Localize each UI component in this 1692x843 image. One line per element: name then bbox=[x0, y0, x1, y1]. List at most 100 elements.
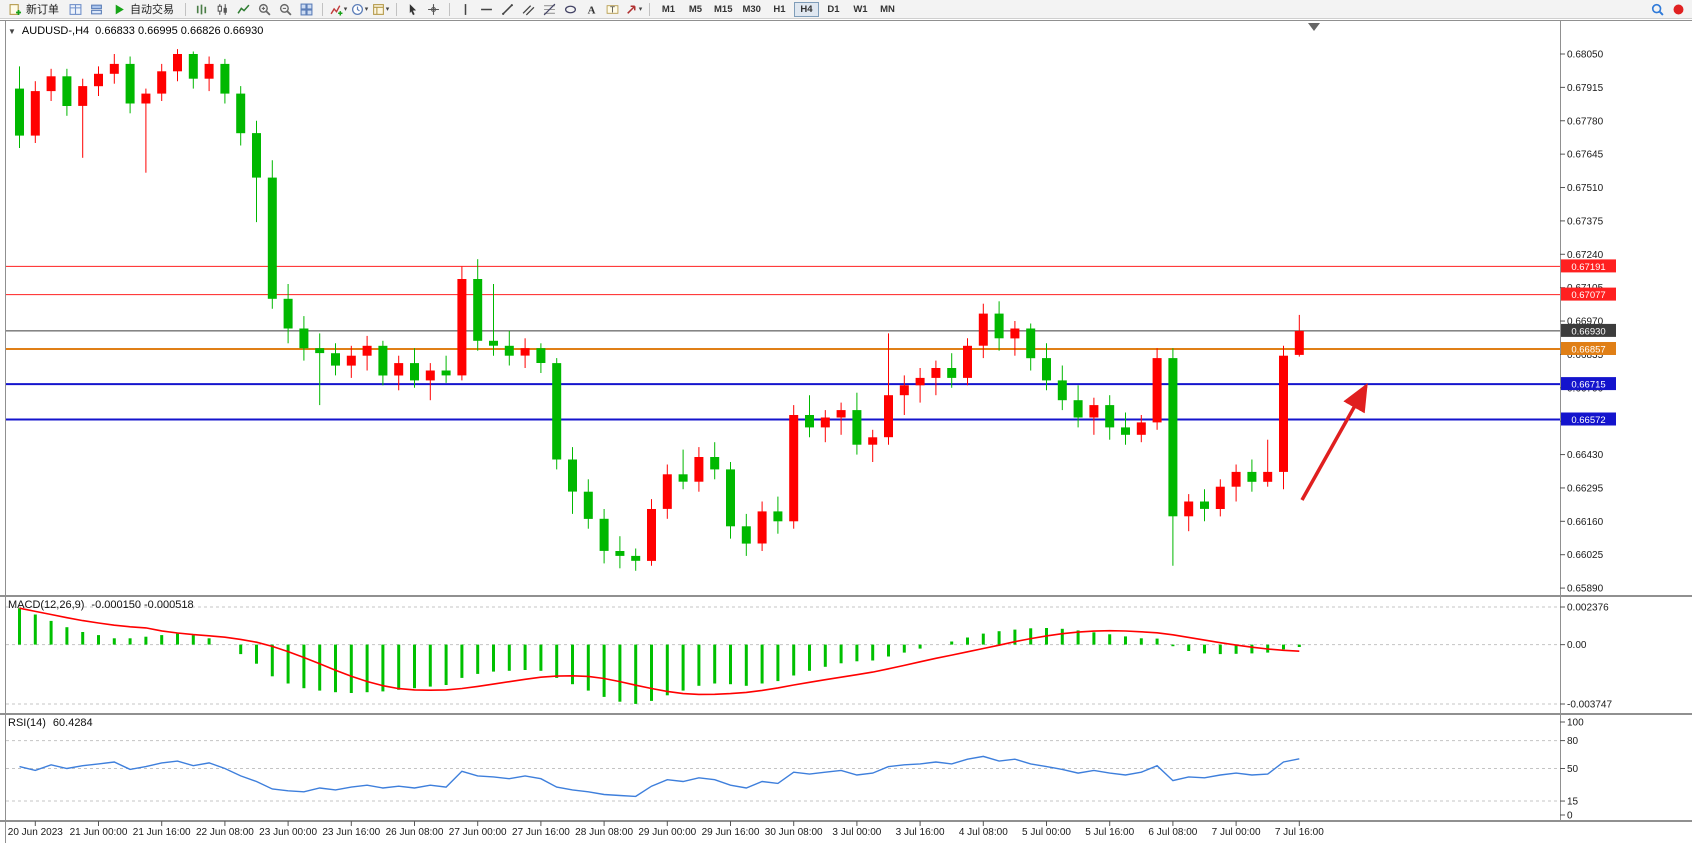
zoom-in-icon[interactable] bbox=[255, 1, 274, 17]
text-label-icon[interactable]: T bbox=[603, 1, 622, 17]
price-badge-0.67077 bbox=[1561, 287, 1616, 301]
candle-body bbox=[425, 370, 435, 381]
time-tick-label: 4 Jul 08:00 bbox=[959, 827, 1008, 838]
timeframe-h4[interactable]: H4 bbox=[793, 1, 819, 17]
tiles-glyph bbox=[300, 3, 313, 16]
cursor-glyph bbox=[406, 3, 419, 16]
candle-body bbox=[678, 474, 688, 482]
rsi-tick-label: 15 bbox=[1567, 797, 1579, 808]
price-badge-label: 0.66715 bbox=[1571, 380, 1605, 391]
timeframe-h1[interactable]: H1 bbox=[773, 3, 786, 15]
indicators-icon[interactable]: ▾ bbox=[329, 1, 348, 17]
autotrading-button[interactable]: 自动交易 bbox=[108, 0, 179, 18]
new-order-button[interactable]: 新订单 bbox=[4, 0, 64, 18]
clock-glyph bbox=[351, 3, 364, 16]
timeframe-m1[interactable]: M1 bbox=[661, 3, 676, 15]
tile-windows-icon[interactable] bbox=[297, 1, 316, 17]
chart-window-icon[interactable] bbox=[66, 1, 85, 17]
timeframe-m5[interactable]: M5 bbox=[688, 3, 703, 15]
trend-arrow-object[interactable] bbox=[1300, 382, 1368, 501]
templates-icon[interactable]: ▾ bbox=[371, 1, 390, 17]
candle-body bbox=[78, 86, 88, 106]
trendline-icon[interactable] bbox=[498, 1, 517, 17]
ohlc-values-label: 0.66833 0.66995 0.66826 0.66930 bbox=[95, 25, 264, 37]
time-tick-label: 29 Jun 00:00 bbox=[638, 827, 696, 838]
candle-body bbox=[141, 93, 151, 104]
text-icon[interactable]: A bbox=[582, 1, 601, 17]
search-icon[interactable] bbox=[1648, 1, 1667, 17]
cursor-icon[interactable] bbox=[403, 1, 422, 17]
price-axis: 0.68050 0.67915 0.67780 0.67645 0.67510 0.673… bbox=[1560, 50, 1612, 822]
time-tick-label: 29 Jun 16:00 bbox=[702, 827, 760, 838]
timeframe-mn[interactable]: MN bbox=[880, 3, 895, 15]
price-tick-label: 0.67780 bbox=[1567, 116, 1604, 127]
candle-body bbox=[1247, 471, 1257, 482]
candle-body bbox=[789, 415, 799, 522]
timeframe-d1[interactable]: D1 bbox=[827, 3, 840, 15]
candle-body bbox=[157, 71, 167, 94]
candle-body bbox=[299, 328, 309, 349]
shapes-icon[interactable] bbox=[561, 1, 580, 17]
price-badge-label: 0.66572 bbox=[1571, 415, 1605, 426]
indicator-level-lines bbox=[6, 606, 1560, 802]
fibonacci-icon[interactable] bbox=[540, 1, 559, 17]
zoom-out-icon[interactable] bbox=[276, 1, 295, 17]
collapse-objects-icon[interactable]: ▼ bbox=[8, 26, 16, 36]
vertical-line-icon[interactable] bbox=[456, 1, 475, 17]
candle-body bbox=[915, 377, 925, 386]
candle-body bbox=[331, 353, 340, 366]
horizontal-line-icon[interactable] bbox=[477, 1, 496, 17]
candle-body bbox=[1200, 501, 1209, 509]
svg-text:A: A bbox=[588, 4, 596, 16]
time-tick-label: 22 Jun 08:00 bbox=[196, 827, 254, 838]
candle-body bbox=[204, 63, 214, 79]
rsi-tick-label: 50 bbox=[1567, 764, 1579, 775]
toolbar: 新订单 自动交易 ▾ ▾ ▾ A T ▾ M1 M5 M15 M30 H1 H4 D1 W1 MN bbox=[0, 0, 1692, 19]
candle-body bbox=[62, 76, 72, 106]
candle-body bbox=[94, 73, 103, 87]
pane-divider-rsi-timeaxis[interactable] bbox=[0, 820, 1692, 822]
bar-chart-icon[interactable] bbox=[192, 1, 211, 17]
candle-body bbox=[1152, 358, 1162, 423]
price-tick-label: 0.66835 bbox=[1567, 350, 1604, 361]
timeframe-m15[interactable]: M15 bbox=[714, 3, 733, 15]
rsi-tick-label: 0 bbox=[1567, 811, 1573, 822]
chart-top-border bbox=[0, 20, 1692, 21]
price-badge-label: 0.66930 bbox=[1571, 326, 1605, 337]
price-lines-layer bbox=[6, 265, 1560, 421]
time-tick-label: 21 Jun 16:00 bbox=[133, 827, 191, 838]
candle-body bbox=[489, 340, 498, 346]
candlestick-chart-icon[interactable] bbox=[213, 1, 232, 17]
pane-divider-main-macd[interactable] bbox=[0, 595, 1692, 597]
price-tick-label: 0.66025 bbox=[1567, 550, 1604, 561]
crosshair-icon[interactable] bbox=[424, 1, 443, 17]
candle-body bbox=[963, 345, 972, 378]
toolbar-separator bbox=[185, 2, 186, 16]
symbol-period-label: AUDUSD-,H4 bbox=[21, 25, 90, 37]
price-badge-0.66715 bbox=[1561, 377, 1616, 391]
rsi-tick-label: 80 bbox=[1567, 736, 1579, 747]
arrows-icon[interactable]: ▾ bbox=[624, 1, 643, 17]
macd-histogram-layer bbox=[18, 608, 1301, 704]
new-order-button-label: 新订单 bbox=[26, 4, 59, 16]
timeframe-w1[interactable]: W1 bbox=[853, 3, 868, 15]
time-tick-label: 26 Jun 08:00 bbox=[386, 827, 444, 838]
candle-body bbox=[109, 63, 119, 74]
time-tick-label: 23 Jun 00:00 bbox=[259, 827, 317, 838]
equidistant-channel-icon[interactable] bbox=[519, 1, 538, 17]
play-icon bbox=[113, 3, 126, 16]
candle-body bbox=[252, 133, 261, 178]
pane-divider-macd-rsi[interactable] bbox=[0, 713, 1692, 715]
candle-body bbox=[457, 279, 467, 376]
indicator-glyph bbox=[330, 3, 343, 16]
candle-body bbox=[931, 368, 941, 378]
periods-icon[interactable]: ▾ bbox=[350, 1, 369, 17]
data-window-icon[interactable] bbox=[87, 1, 106, 17]
grid-glyph bbox=[69, 3, 82, 16]
line-chart-icon[interactable] bbox=[234, 1, 253, 17]
price-tick-label: 0.66295 bbox=[1567, 483, 1604, 494]
chart-shift-marker[interactable] bbox=[1308, 23, 1320, 31]
record-icon[interactable] bbox=[1669, 1, 1688, 17]
timeframe-m30[interactable]: M30 bbox=[742, 3, 761, 15]
